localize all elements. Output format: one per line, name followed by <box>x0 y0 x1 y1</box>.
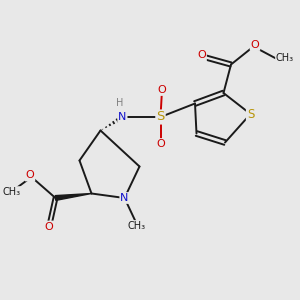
Text: N: N <box>120 193 129 203</box>
Text: O: O <box>197 50 206 61</box>
Polygon shape <box>55 194 92 200</box>
Text: O: O <box>250 40 260 50</box>
Text: O: O <box>156 139 165 149</box>
Text: CH₃: CH₃ <box>128 221 146 231</box>
Text: CH₃: CH₃ <box>2 187 20 197</box>
Text: N: N <box>118 112 127 122</box>
Text: CH₃: CH₃ <box>276 53 294 64</box>
Text: H: H <box>116 98 124 109</box>
Text: O: O <box>44 221 53 232</box>
Text: S: S <box>247 107 254 121</box>
Text: O: O <box>26 170 34 181</box>
Text: O: O <box>158 85 166 95</box>
Text: S: S <box>156 110 165 124</box>
